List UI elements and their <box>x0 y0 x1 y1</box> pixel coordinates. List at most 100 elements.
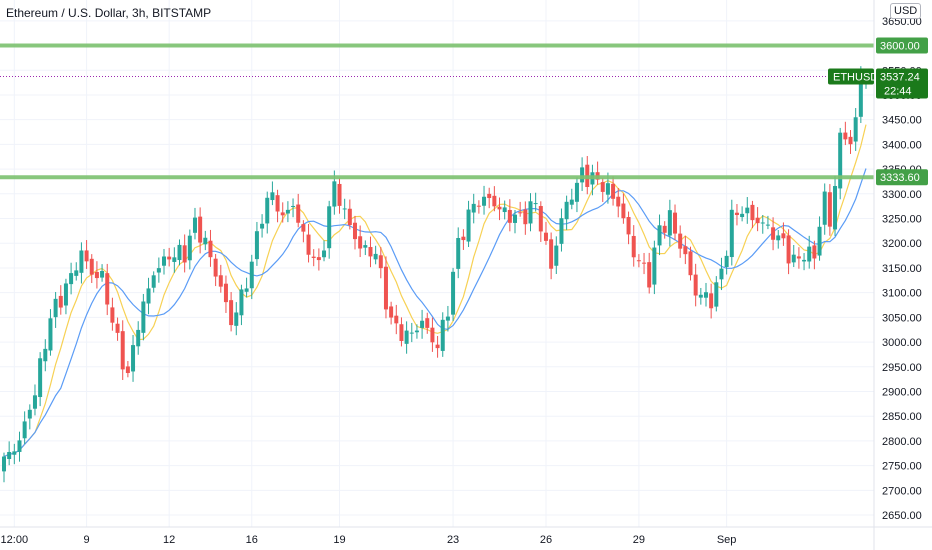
candle-body <box>776 235 781 241</box>
candle-body <box>229 300 234 326</box>
y-tick-label: 2750.00 <box>882 461 922 473</box>
candle-body <box>518 212 523 214</box>
candle-body <box>425 318 430 328</box>
x-tick-label: 12:00 <box>1 534 29 546</box>
candle-body <box>198 216 203 243</box>
x-tick-label: 29 <box>633 534 645 546</box>
candle-body <box>621 203 626 219</box>
candle-body <box>482 196 487 206</box>
y-tick-label: 3000.00 <box>882 337 922 349</box>
y-tick-label: 3400.00 <box>882 139 922 151</box>
candle-body <box>378 255 383 269</box>
candle-body <box>760 222 765 224</box>
candle-body <box>48 318 53 351</box>
last-price-tag <box>876 68 928 99</box>
candle-body <box>409 332 414 334</box>
candle-body <box>327 206 332 249</box>
candle-body <box>74 270 79 276</box>
candle-body <box>796 256 801 259</box>
candle-body <box>729 209 734 258</box>
y-tick-label: 2900.00 <box>882 387 922 399</box>
candle-body <box>389 306 394 318</box>
candle-body <box>239 289 244 316</box>
candle-body <box>203 237 208 245</box>
candle-body <box>714 282 719 307</box>
candle-body <box>636 260 641 262</box>
y-tick-label: 3050.00 <box>882 312 922 324</box>
x-tick-label: Sep <box>717 534 737 546</box>
candle-body <box>285 209 290 214</box>
candle-body <box>69 273 74 285</box>
candle-body <box>786 235 791 264</box>
moving-average-slow <box>3 168 867 458</box>
candle-body <box>600 182 605 192</box>
candle-body <box>533 203 538 205</box>
chart-title: Ethereum / U.S. Dollar, 3h, BITSTAMP <box>6 6 212 20</box>
candle-body <box>642 262 647 264</box>
candle-body <box>822 191 827 225</box>
candle-body <box>136 329 141 347</box>
y-tick-label: 2650.00 <box>882 510 922 522</box>
candle-body <box>611 183 616 199</box>
candle-body <box>131 345 136 372</box>
candle-body <box>172 257 177 262</box>
candle-body <box>162 256 167 266</box>
candle-body <box>549 239 554 269</box>
candle-body <box>414 330 419 333</box>
candle-body <box>445 316 450 321</box>
candle-body <box>523 209 528 225</box>
candle-body <box>471 203 476 213</box>
candle-body <box>574 182 579 202</box>
candle-body <box>430 327 435 343</box>
candle-body <box>564 201 569 220</box>
candle-body <box>807 246 812 262</box>
candle-body <box>487 193 492 199</box>
candle-body <box>291 205 296 207</box>
candle-body <box>94 271 99 279</box>
candle-body <box>244 288 249 292</box>
candle-body <box>125 366 130 374</box>
candle-body <box>32 395 37 409</box>
candle-body <box>192 217 197 233</box>
candle-body <box>105 273 110 305</box>
candle-body <box>254 231 259 260</box>
candle-body <box>156 268 161 273</box>
candle-body <box>833 186 838 230</box>
candle-body <box>497 206 502 210</box>
candle-body <box>115 323 120 333</box>
candle-body <box>667 210 672 236</box>
candle-body <box>316 257 321 261</box>
currency-button[interactable]: USD <box>890 3 922 19</box>
candle-body <box>507 209 512 223</box>
candle-body <box>296 204 301 223</box>
candle-body <box>755 217 760 224</box>
candle-body <box>342 208 347 210</box>
y-tick-label: 3450.00 <box>882 115 922 127</box>
y-tick-label: 2950.00 <box>882 362 922 374</box>
level-price-label: 3333.60 <box>880 172 920 184</box>
candle-body <box>456 238 461 269</box>
candle-body <box>817 226 822 256</box>
candle-body <box>626 217 631 235</box>
candle-body <box>657 225 662 246</box>
candle-body <box>218 275 223 287</box>
candle-body <box>208 240 213 258</box>
candle-body <box>22 421 27 439</box>
candle-body <box>38 358 43 398</box>
y-tick-label: 3150.00 <box>882 263 922 275</box>
candle-body <box>647 262 652 288</box>
candle-body <box>688 251 693 276</box>
candle-body <box>373 253 378 260</box>
candle-body <box>843 132 848 140</box>
candle-body <box>306 234 311 255</box>
candle-body <box>848 136 853 145</box>
candle-body <box>275 195 280 212</box>
candle-body <box>791 254 796 263</box>
candle-body <box>440 319 445 351</box>
level-price-tag <box>876 169 928 186</box>
candle-body <box>765 224 770 226</box>
level-price-tag <box>876 37 928 54</box>
candle-body <box>502 207 507 213</box>
